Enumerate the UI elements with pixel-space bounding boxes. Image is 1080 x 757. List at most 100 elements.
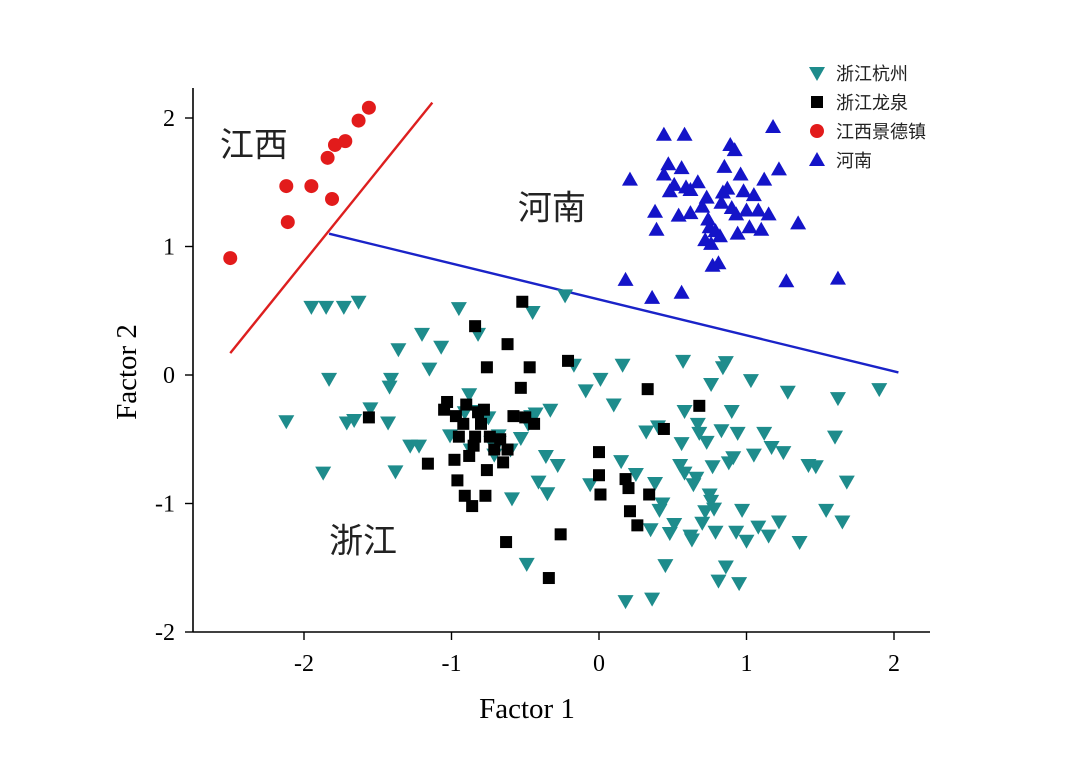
data-point: [582, 478, 599, 493]
data-point: [675, 354, 692, 369]
data-point: [770, 515, 787, 530]
series-2: [362, 295, 706, 585]
data-point: [614, 358, 631, 373]
data-point: [657, 559, 674, 574]
data-point: [523, 361, 536, 374]
data-point: [623, 505, 636, 518]
data-point: [512, 431, 529, 446]
data-point: [688, 471, 705, 486]
data-point: [710, 574, 727, 589]
data-point: [327, 137, 342, 152]
data-point: [765, 118, 782, 133]
data-point: [549, 458, 566, 473]
data-point: [469, 430, 482, 443]
data-point: [441, 395, 454, 408]
data-point: [452, 430, 465, 443]
data-point: [676, 404, 693, 419]
data-point: [827, 430, 843, 445]
data-point: [829, 392, 846, 407]
data-point: [647, 476, 664, 491]
data-point: [670, 207, 687, 222]
data-point: [697, 505, 714, 520]
data-point: [732, 166, 749, 181]
series-3: [223, 100, 376, 266]
data-point: [756, 426, 773, 441]
data-point: [689, 174, 706, 189]
data-point: [542, 403, 559, 418]
data-point: [593, 469, 605, 482]
data-point: [661, 183, 678, 198]
data-point: [738, 202, 755, 217]
data-point: [778, 273, 795, 288]
data-point: [450, 302, 467, 317]
data-point: [738, 534, 755, 549]
divider-lines: [229, 101, 899, 374]
legend-marker: [810, 124, 824, 138]
data-point: [387, 465, 404, 480]
data-point: [644, 289, 661, 304]
data-point: [741, 219, 758, 234]
data-point: [871, 383, 888, 398]
data-point: [223, 251, 238, 266]
data-point: [717, 356, 734, 371]
data-point: [707, 525, 724, 540]
data-point: [627, 467, 644, 482]
data-point: [594, 488, 607, 501]
data-point: [641, 383, 654, 396]
data-point: [756, 171, 773, 186]
x-tick-label: 1: [741, 651, 753, 677]
legend-label: 浙江龙泉: [836, 93, 908, 114]
data-point: [577, 384, 594, 399]
data-point: [779, 385, 796, 400]
data-point: [673, 437, 690, 452]
data-point: [691, 426, 708, 441]
data-point: [726, 142, 743, 157]
data-point: [676, 126, 693, 141]
data-point: [647, 203, 664, 218]
data-point: [642, 523, 659, 538]
divider-line-2: [328, 232, 899, 374]
data-point: [655, 126, 672, 141]
data-point: [516, 295, 529, 308]
data-point: [704, 460, 721, 475]
data-point: [716, 158, 733, 173]
data-point: [527, 407, 544, 422]
data-point: [346, 413, 363, 428]
data-point: [701, 488, 718, 503]
data-point: [753, 221, 770, 236]
data-point: [818, 503, 835, 518]
y-tick-label: 0: [163, 363, 175, 389]
data-point: [714, 184, 731, 199]
data-point: [562, 354, 575, 367]
data-point: [731, 577, 748, 592]
data-point: [648, 221, 665, 236]
data-point: [750, 202, 767, 217]
y-axis-title: Factor 2: [111, 324, 143, 420]
data-point: [750, 520, 767, 535]
y-tick-label: 1: [163, 235, 175, 261]
data-point: [728, 525, 745, 540]
data-point: [693, 399, 706, 412]
data-point: [479, 489, 492, 502]
data-point: [834, 515, 851, 530]
data-point: [315, 466, 332, 481]
data-point: [728, 206, 745, 221]
data-point: [350, 295, 367, 310]
x-axis-title: Factor 1: [479, 693, 575, 725]
data-point: [466, 500, 479, 513]
data-point: [475, 417, 487, 430]
data-point: [380, 416, 397, 431]
data-point: [480, 464, 493, 477]
data-point: [734, 503, 751, 518]
data-point: [539, 487, 556, 502]
data-point: [621, 171, 638, 186]
y-tick-label: 2: [163, 106, 175, 132]
data-point: [457, 417, 470, 430]
ticks: -2 -1 0 1 2 -2 -1 0 1 2: [155, 106, 900, 677]
data-point: [500, 536, 513, 549]
data-point: [660, 156, 677, 171]
data-point: [605, 398, 622, 413]
data-point: [507, 410, 520, 423]
